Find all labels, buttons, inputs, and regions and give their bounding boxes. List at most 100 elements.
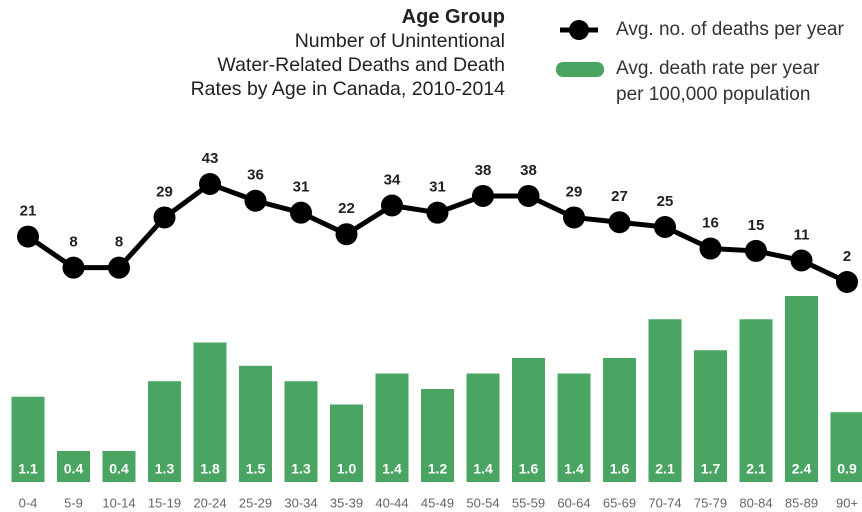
bar-label: 1.6 [519, 461, 539, 477]
bar [603, 358, 636, 482]
subtitle-line: Water-Related Deaths and Death [217, 54, 505, 76]
bar-label: 1.7 [701, 461, 721, 477]
point [654, 216, 676, 239]
bar [694, 350, 727, 482]
legend-label: Avg. death rate per year per 100,000 pop… [616, 58, 820, 105]
x-tick-label: 35-39 [330, 495, 363, 510]
x-tick-label: 80-84 [739, 495, 772, 510]
point-label: 25 [657, 193, 674, 210]
point [199, 173, 221, 195]
point [790, 249, 813, 272]
bar [648, 319, 682, 482]
legend-label: Avg. no. of deaths per year [616, 19, 844, 40]
line [26, 181, 849, 285]
bar [375, 373, 409, 482]
bar [102, 451, 136, 482]
point [108, 256, 130, 279]
point-label: 8 [115, 234, 123, 251]
chart-title: Age Group [401, 6, 505, 28]
x-tick-label: 15-19 [148, 495, 181, 510]
bar [512, 358, 545, 482]
bar-label: 1.1 [18, 461, 38, 477]
bar-label: 1.2 [428, 461, 448, 477]
x-tick-label: 85-89 [785, 495, 818, 510]
x-tick-label: 40-44 [375, 495, 408, 510]
bar [57, 451, 90, 482]
bar [330, 404, 363, 482]
point-label: 36 [247, 167, 264, 184]
bar-label: 2.1 [746, 461, 766, 477]
point-label: 38 [520, 162, 537, 179]
bar [785, 296, 818, 482]
bar-label: 1.4 [382, 461, 402, 477]
point-label: 31 [293, 179, 310, 196]
bar-label: 2.1 [655, 461, 675, 477]
subtitle-line: Rates by Age in Canada, 2010-2014 [190, 78, 505, 100]
point [563, 206, 585, 229]
bar [466, 373, 500, 482]
point-label: 34 [384, 171, 401, 188]
x-tick-label: 50-54 [466, 495, 499, 510]
point [381, 194, 403, 217]
x-tick-label: 75-79 [694, 495, 727, 510]
bar [739, 319, 773, 482]
point-label: 15 [748, 217, 765, 234]
x-tick-label: 30-34 [284, 495, 317, 510]
point-label: 27 [611, 188, 628, 205]
point [290, 201, 312, 224]
point-label: 31 [429, 179, 446, 196]
x-tick-label: 55-59 [512, 495, 545, 510]
subtitle-line: Number of Unintentional [294, 30, 505, 52]
bar-label: 0.4 [109, 461, 129, 477]
bar [557, 373, 591, 482]
bar-label: 1.3 [291, 461, 311, 477]
point [699, 237, 722, 260]
point-label: 29 [566, 183, 583, 200]
point-label: 43 [202, 150, 219, 167]
bar-label: 1.8 [200, 461, 220, 477]
point [745, 239, 767, 262]
point-label: 29 [156, 183, 173, 200]
point [517, 184, 540, 207]
bar-label: 2.4 [792, 461, 812, 477]
point-label: 2 [843, 248, 851, 265]
point-label: 16 [702, 215, 719, 232]
bar-label: 1.6 [610, 461, 630, 477]
title-block: Age Group Number of Unintentional Water-… [191, 6, 505, 101]
point [608, 211, 631, 234]
x-tick-label: 45-49 [421, 495, 454, 510]
bar-label: 0.9 [837, 461, 857, 477]
point [335, 223, 358, 246]
bar-label: 1.3 [155, 461, 175, 477]
legend-swatch [556, 62, 604, 77]
bar [830, 412, 862, 482]
bar-label: 1.4 [564, 461, 584, 477]
point-label: 38 [475, 162, 492, 179]
point [62, 256, 85, 279]
bar [11, 396, 45, 482]
bar [148, 381, 181, 482]
x-tick-label: 70-74 [648, 495, 681, 510]
x-tick-label: 60-64 [557, 495, 590, 510]
point [472, 184, 494, 207]
bar-label: 1.0 [337, 461, 357, 477]
point-label: 8 [69, 234, 77, 251]
bar-label: 1.4 [473, 461, 493, 477]
x-tick-label: 25-29 [239, 495, 272, 510]
point [153, 206, 176, 229]
bar [239, 365, 272, 482]
x-tick-label: 65-69 [603, 495, 636, 510]
point [836, 271, 858, 293]
point [244, 189, 267, 212]
x-tick-label: 0-4 [19, 495, 38, 510]
x-tick-label: 10-14 [102, 495, 135, 510]
bar [284, 381, 318, 482]
x-tick-label: 5-9 [64, 495, 83, 510]
legend-marker [569, 20, 589, 40]
point-label: 22 [338, 200, 355, 217]
bar-label: 0.4 [64, 461, 84, 477]
bar [421, 389, 454, 482]
bar-label: 1.5 [246, 461, 266, 477]
